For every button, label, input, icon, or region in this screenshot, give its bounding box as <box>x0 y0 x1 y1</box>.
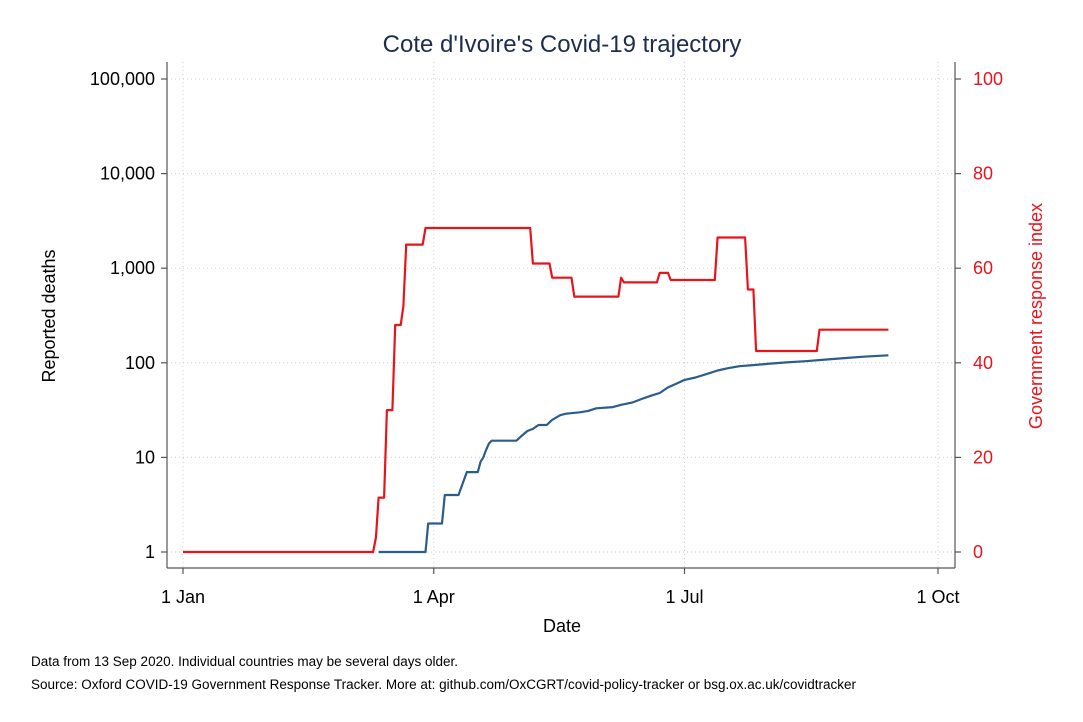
y-right-tick-label: 60 <box>973 258 993 278</box>
y-right-tick-label: 40 <box>973 353 993 373</box>
footnote-source: Source: Oxford COVID-19 Government Respo… <box>31 677 857 692</box>
deaths-line <box>378 354 889 554</box>
tick-labels: 1 10 100 1,000 10,000 100,000 0 20 40 60 80 100 1 Ja… <box>90 69 1003 607</box>
response-index-line <box>183 226 889 554</box>
series-lines <box>183 226 889 554</box>
x-axis-label: Date <box>543 616 581 636</box>
x-tick-label: 1 Jul <box>665 587 703 607</box>
y-left-tick-label: 10 <box>135 447 155 467</box>
gridlines <box>167 62 955 568</box>
y-left-tick-label: 1 <box>145 542 155 562</box>
chart: 1 10 100 1,000 10,000 100,000 0 20 40 60 80 100 1 Ja… <box>39 31 1046 636</box>
y-left-tick-label: 10,000 <box>100 164 155 184</box>
x-tick-label: 1 Apr <box>413 587 455 607</box>
y-right-tick-label: 20 <box>973 447 993 467</box>
x-tick-label: 1 Oct <box>916 587 959 607</box>
y-axis-label-right: Government response index <box>1026 203 1046 429</box>
y-right-tick-label: 0 <box>973 542 983 562</box>
y-right-tick-label: 100 <box>973 69 1003 89</box>
y-left-tick-label: 100,000 <box>90 69 155 89</box>
y-left-tick-label: 1,000 <box>110 258 155 278</box>
chart-title: Cote d'Ivoire's Covid-19 trajectory <box>383 31 742 58</box>
y-axis-label-left: Reported deaths <box>39 249 59 382</box>
axes <box>161 62 961 574</box>
y-right-tick-label: 80 <box>973 164 993 184</box>
x-tick-label: 1 Jan <box>161 587 205 607</box>
y-left-tick-label: 100 <box>125 353 155 373</box>
footnote-data-date: Data from 13 Sep 2020. Individual countr… <box>31 654 458 669</box>
